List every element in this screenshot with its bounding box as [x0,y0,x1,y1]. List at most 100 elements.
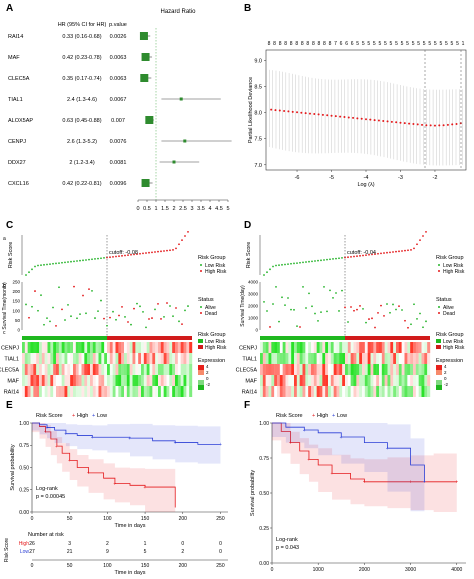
heatmap-cell [356,375,360,386]
heatmap-cell [316,364,320,375]
heatmap-cell [390,375,394,386]
heatmap-cell [126,364,130,375]
risk-score-point [380,252,382,255]
group-bar-high [345,336,430,340]
survival-time-point [70,315,72,318]
heatmap-cell [376,353,380,364]
heatmap-cell [87,375,91,386]
lasso-deviance-point [425,124,428,127]
heatmap-cell [41,386,45,397]
heatmap-cell [427,364,431,375]
survival-time-point [55,324,57,327]
risk-score-point [97,257,99,260]
heatmap-cell [41,375,45,386]
heatmap-cell [129,342,133,353]
heatmap-cell [84,386,88,397]
lasso-count-label: 5 [362,41,365,47]
heatmap-cell [47,375,51,386]
heatmap-cell [104,364,108,375]
heatmap-cell [44,353,48,364]
risk-score-point [305,261,307,263]
heatmap-cell [189,353,193,364]
lasso-count-label: 8 [301,41,304,47]
heatmap-cell [336,342,340,353]
risk-legend-high-dot [200,270,202,272]
heatmap-cell [53,375,57,386]
heatmap-cell [282,386,286,397]
heatmap-cell [90,342,94,353]
heatmap-cell [421,386,425,397]
heatmap-cell [393,342,397,353]
km-curve-low [272,422,425,482]
survival-time-point [338,310,340,312]
km-ylabel: Survival probability [10,444,16,490]
heatmap-cell [260,342,264,353]
lasso-count-label: 1 [462,41,465,47]
heatmap-cell [265,364,269,375]
km-censor-mark: + [113,481,116,487]
heatmap-cell [112,386,116,397]
risk-score-point [362,254,364,257]
heatmap-cell [424,353,428,364]
lasso-deviance-point [442,124,445,127]
forest-hr-value: 0.42 (0.23-0.78) [62,55,101,61]
survival-time-point [353,309,355,312]
group-legend-high-swatch [436,345,441,349]
heatmap-cell [126,353,130,364]
survival-time-point [401,309,403,311]
heatmap-cell [58,375,62,386]
heatmap-cell [381,353,385,364]
heatmap-cell [175,375,179,386]
heatmap-cell [322,364,326,375]
heatmap-cell [152,342,156,353]
lasso-x-tick-label: -5 [329,175,334,181]
heatmap-cell [169,386,173,397]
risk-score-point [365,254,367,257]
risk-score-point [368,253,370,256]
survival-time-point [347,321,349,323]
risk-score-point [377,252,379,255]
forest-x-tick-label: 3.5 [197,206,205,212]
survival-time-tick-label: 0 [255,328,258,333]
survival-time-point [383,314,385,317]
risk-score-point [130,253,132,256]
expr-legend-swatch [198,380,204,385]
km-censor-mark: + [340,435,343,441]
lasso-deviance-point [270,108,273,111]
heatmap-cell [64,386,68,397]
heatmap-cell [81,353,85,364]
heatmap-cell [339,342,343,353]
lasso-count-label: 5 [451,41,454,47]
lasso-count-label: 8 [323,41,326,47]
risk-score-point [302,261,304,264]
forest-hr-box [145,116,154,124]
heatmap-cell [265,353,269,364]
heatmap-cell [172,342,176,353]
heatmap-cell [288,342,292,353]
heatmap-cell [415,353,419,364]
group-legend-high-swatch [198,345,203,349]
risk-score-point [139,252,141,255]
heatmap-cell [175,342,179,353]
heatmap-cell [328,353,332,364]
heatmap-cell [67,386,71,397]
heatmap-cell [75,386,79,397]
heatmap-cell [333,353,337,364]
heatmap-cell [376,364,380,375]
km-y-tick-label: 0.75 [19,443,29,449]
survival-time-point [88,288,90,290]
heatmap-cell [401,386,405,397]
risk-table-cell: 5 [144,549,147,555]
heatmap-cell [172,375,176,386]
heatmap-cell [268,342,272,353]
heatmap-cell [308,342,312,353]
heatmap-cell [53,342,57,353]
risk-score-point [344,256,346,259]
heatmap-cell [379,364,383,375]
heatmap-cell [296,342,300,353]
risk-score-point [410,249,412,251]
survival-time-point [124,316,126,318]
heatmap-cell [353,386,357,397]
heatmap-cell [316,342,320,353]
heatmap-cell [271,342,275,353]
